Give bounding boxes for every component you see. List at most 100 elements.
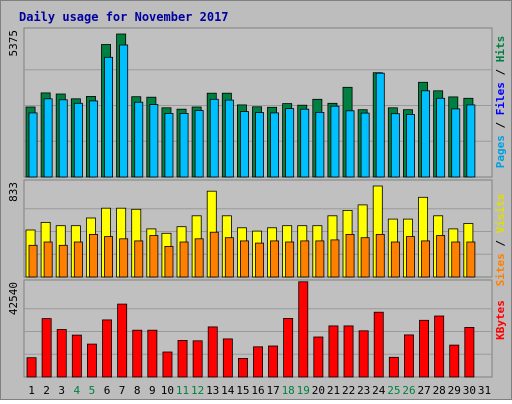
day-label: 27 — [417, 384, 430, 397]
bar-kbytes-day-2 — [41, 318, 52, 378]
bar-kbytes-day-6 — [102, 319, 113, 378]
day-label: 29 — [448, 384, 461, 397]
legend-entry-files: Files — [494, 82, 507, 115]
day-label: 2 — [43, 384, 50, 397]
bar-kbytes-day-20 — [313, 336, 324, 378]
panels-layer: 5375 Pages / Files / Hits 833 Sites / Visit… — [7, 27, 507, 378]
bar-pages-day-16 — [255, 112, 265, 178]
bar-pages-day-17 — [270, 112, 280, 178]
bar-kbytes-day-14 — [222, 338, 233, 378]
bar-pages-day-22 — [345, 110, 355, 178]
bar-kbytes-day-4 — [71, 334, 82, 378]
bar-kbytes-day-26 — [403, 334, 414, 378]
day-label: 11 — [176, 384, 189, 397]
bar-pages-day-27 — [421, 90, 431, 178]
bar-pages-day-5 — [89, 100, 98, 178]
bar-pages-day-29 — [451, 108, 461, 178]
bar-sites-day-29 — [451, 241, 461, 278]
bar-kbytes-day-17 — [268, 345, 279, 378]
day-label: 10 — [161, 384, 174, 397]
bar-sites-day-7 — [119, 238, 129, 278]
bar-pages-day-10 — [164, 113, 174, 178]
bar-sites-day-10 — [164, 245, 174, 278]
bar-pages-day-11 — [179, 113, 189, 178]
bar-sites-day-4 — [73, 241, 83, 278]
day-labels: 1 2 3 4 5 6 7 8 9 10 11 12 13 14 15 16 17 18 19 20 21 22 23 24 2… — [28, 384, 491, 397]
bar-pages-day-23 — [360, 112, 370, 178]
bar-pages-day-14 — [224, 99, 234, 178]
bar-pages-day-26 — [405, 114, 415, 178]
legend-entry-pages: Pages — [494, 135, 507, 168]
day-label: 28 — [433, 384, 446, 397]
bar-kbytes-day-16 — [253, 346, 264, 378]
legend-entry-sites: Sites — [494, 253, 507, 286]
bar-sites-day-17 — [270, 240, 280, 278]
chart-title: Daily usage for November 2017 — [19, 10, 229, 24]
bar-pages-day-2 — [43, 98, 53, 178]
day-label: 24 — [372, 384, 386, 397]
bar-kbytes-day-8 — [132, 329, 143, 378]
bar-kbytes-day-13 — [207, 326, 218, 378]
legend-visits-sites: Sites / Visits — [494, 194, 507, 287]
bar-pages-day-6 — [104, 56, 114, 178]
day-label: 23 — [357, 384, 370, 397]
legend-entry-hits: Hits — [494, 36, 507, 63]
day-label: 3 — [58, 384, 65, 397]
bar-kbytes-day-1 — [26, 357, 37, 378]
bar-kbytes-day-28 — [434, 315, 445, 378]
panel-pages-files-hits: 5375 Pages / Files / Hits — [7, 27, 507, 178]
bar-kbytes-day-5 — [87, 343, 97, 378]
bar-kbytes-day-25 — [388, 356, 399, 378]
bar-sites-day-24 — [375, 233, 385, 278]
y-axis-max-label: 833 — [7, 182, 20, 202]
bar-sites-day-3 — [58, 244, 68, 278]
bar-sites-day-13 — [209, 231, 219, 278]
day-label: 14 — [221, 384, 235, 397]
bar-kbytes-day-27 — [419, 319, 430, 378]
day-label: 6 — [104, 384, 111, 397]
bar-sites-day-22 — [345, 233, 355, 278]
bar-kbytes-day-18 — [283, 317, 294, 378]
bar-kbytes-day-3 — [56, 329, 67, 378]
bar-pages-day-7 — [119, 44, 129, 178]
bar-sites-day-12 — [194, 238, 204, 278]
bar-sites-day-30 — [466, 241, 476, 278]
bar-kbytes-day-10 — [162, 351, 173, 378]
day-label: 18 — [282, 384, 295, 397]
bar-pages-day-19 — [300, 108, 310, 178]
bar-kbytes-day-11 — [177, 339, 188, 378]
bar-sites-day-18 — [285, 241, 295, 278]
day-label: 15 — [236, 384, 249, 397]
bar-sites-day-25 — [390, 241, 400, 278]
legend-separator: / — [494, 115, 507, 135]
bar-pages-day-1 — [28, 112, 38, 178]
day-label: 25 — [387, 384, 400, 397]
day-label: 12 — [191, 384, 204, 397]
bar-kbytes-day-29 — [449, 344, 460, 378]
bar-sites-day-11 — [179, 241, 189, 278]
day-label: 7 — [119, 384, 126, 397]
bar-kbytes-day-30 — [464, 326, 475, 378]
day-label: 13 — [206, 384, 219, 397]
panel-visits-sites: 833 Sites / Visits — [7, 179, 507, 287]
bar-kbytes-day-12 — [192, 340, 203, 378]
legend-entry-visits: Visits — [494, 194, 507, 234]
bar-sites-day-26 — [405, 236, 415, 278]
bar-sites-day-27 — [421, 240, 431, 278]
day-label: 26 — [402, 384, 415, 397]
day-label: 19 — [297, 384, 310, 397]
bar-sites-day-19 — [300, 240, 310, 278]
bar-sites-day-9 — [149, 235, 159, 278]
bar-pages-day-15 — [239, 111, 249, 178]
bar-sites-day-8 — [134, 240, 144, 278]
bar-pages-day-18 — [285, 108, 295, 178]
day-label: 17 — [266, 384, 279, 397]
bar-sites-day-5 — [89, 233, 98, 278]
legend-pages-files-hits: Pages / Files / Hits — [494, 36, 507, 169]
bar-sites-day-23 — [360, 237, 370, 278]
day-label: 31 — [478, 384, 491, 397]
day-label: 4 — [73, 384, 80, 397]
day-label: 16 — [251, 384, 264, 397]
bar-sites-day-20 — [315, 240, 325, 278]
